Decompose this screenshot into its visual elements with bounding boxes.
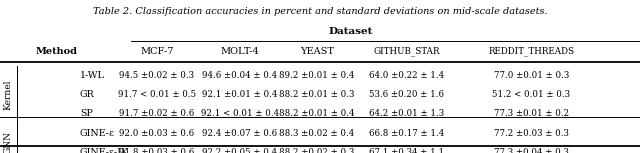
Text: 92.0 ±0.03 ± 0.6: 92.0 ±0.03 ± 0.6 xyxy=(119,129,195,138)
Text: YEAST: YEAST xyxy=(300,47,334,56)
Text: 77.3 ±0.01 ± 0.2: 77.3 ±0.01 ± 0.2 xyxy=(493,110,569,118)
Text: 88.2 ±0.01 ± 0.3: 88.2 ±0.01 ± 0.3 xyxy=(279,90,355,99)
Text: MCF-7: MCF-7 xyxy=(140,47,173,56)
Text: 92.2 ±0.05 ± 0.4: 92.2 ±0.05 ± 0.4 xyxy=(202,148,278,153)
Text: GINE-ε-JK: GINE-ε-JK xyxy=(80,148,129,153)
Text: 64.2 ±0.01 ± 1.3: 64.2 ±0.01 ± 1.3 xyxy=(369,110,444,118)
Text: GINE-ε: GINE-ε xyxy=(80,129,115,138)
Text: 51.2 < 0.01 ± 0.3: 51.2 < 0.01 ± 0.3 xyxy=(492,90,570,99)
Text: SP: SP xyxy=(80,110,93,118)
Text: GR: GR xyxy=(80,90,95,99)
Text: Kernel: Kernel xyxy=(3,80,12,110)
Text: 64.0 ±0.22 ± 1.4: 64.0 ±0.22 ± 1.4 xyxy=(369,71,444,80)
Text: 77.0 ±0.01 ± 0.3: 77.0 ±0.01 ± 0.3 xyxy=(493,71,569,80)
Text: 53.6 ±0.20 ± 1.6: 53.6 ±0.20 ± 1.6 xyxy=(369,90,444,99)
Text: 88.3 ±0.02 ± 0.4: 88.3 ±0.02 ± 0.4 xyxy=(279,129,355,138)
Text: 89.2 ±0.01 ± 0.4: 89.2 ±0.01 ± 0.4 xyxy=(279,71,355,80)
Text: 88.2 ±0.01 ± 0.4: 88.2 ±0.01 ± 0.4 xyxy=(279,110,355,118)
Text: 94.6 ±0.04 ± 0.4: 94.6 ±0.04 ± 0.4 xyxy=(202,71,278,80)
Text: 94.5 ±0.02 ± 0.3: 94.5 ±0.02 ± 0.3 xyxy=(119,71,195,80)
Text: 77.2 ±0.03 ± 0.3: 77.2 ±0.03 ± 0.3 xyxy=(494,129,568,138)
Text: GITHUB_STAR: GITHUB_STAR xyxy=(373,46,440,56)
Text: 77.3 ±0.04 ± 0.3: 77.3 ±0.04 ± 0.3 xyxy=(494,148,568,153)
Text: 67.1 ±0.34 ± 1.1: 67.1 ±0.34 ± 1.1 xyxy=(369,148,444,153)
Text: 92.1 ±0.01 ± 0.4: 92.1 ±0.01 ± 0.4 xyxy=(202,90,278,99)
Text: 91.7 < 0.01 ± 0.5: 91.7 < 0.01 ± 0.5 xyxy=(118,90,196,99)
Text: 1-WL: 1-WL xyxy=(80,71,105,80)
Text: 88.2 ±0.02 ± 0.3: 88.2 ±0.02 ± 0.3 xyxy=(279,148,355,153)
Text: REDDIT_THREADS: REDDIT_THREADS xyxy=(488,46,574,56)
Text: 92.4 ±0.07 ± 0.6: 92.4 ±0.07 ± 0.6 xyxy=(202,129,278,138)
Text: GNN: GNN xyxy=(3,131,12,153)
Text: Dataset: Dataset xyxy=(328,27,372,36)
Text: 66.8 ±0.17 ± 1.4: 66.8 ±0.17 ± 1.4 xyxy=(369,129,444,138)
Text: 91.7 ±0.02 ± 0.6: 91.7 ±0.02 ± 0.6 xyxy=(119,110,195,118)
Text: 92.1 < 0.01 ± 0.4: 92.1 < 0.01 ± 0.4 xyxy=(201,110,279,118)
Text: Method: Method xyxy=(35,47,77,56)
Text: 91.8 ±0.03 ± 0.6: 91.8 ±0.03 ± 0.6 xyxy=(119,148,195,153)
Text: Table 2. Classification accuracies in percent and standard deviations on mid-sca: Table 2. Classification accuracies in pe… xyxy=(93,7,547,16)
Text: MOLT-4: MOLT-4 xyxy=(221,47,259,56)
